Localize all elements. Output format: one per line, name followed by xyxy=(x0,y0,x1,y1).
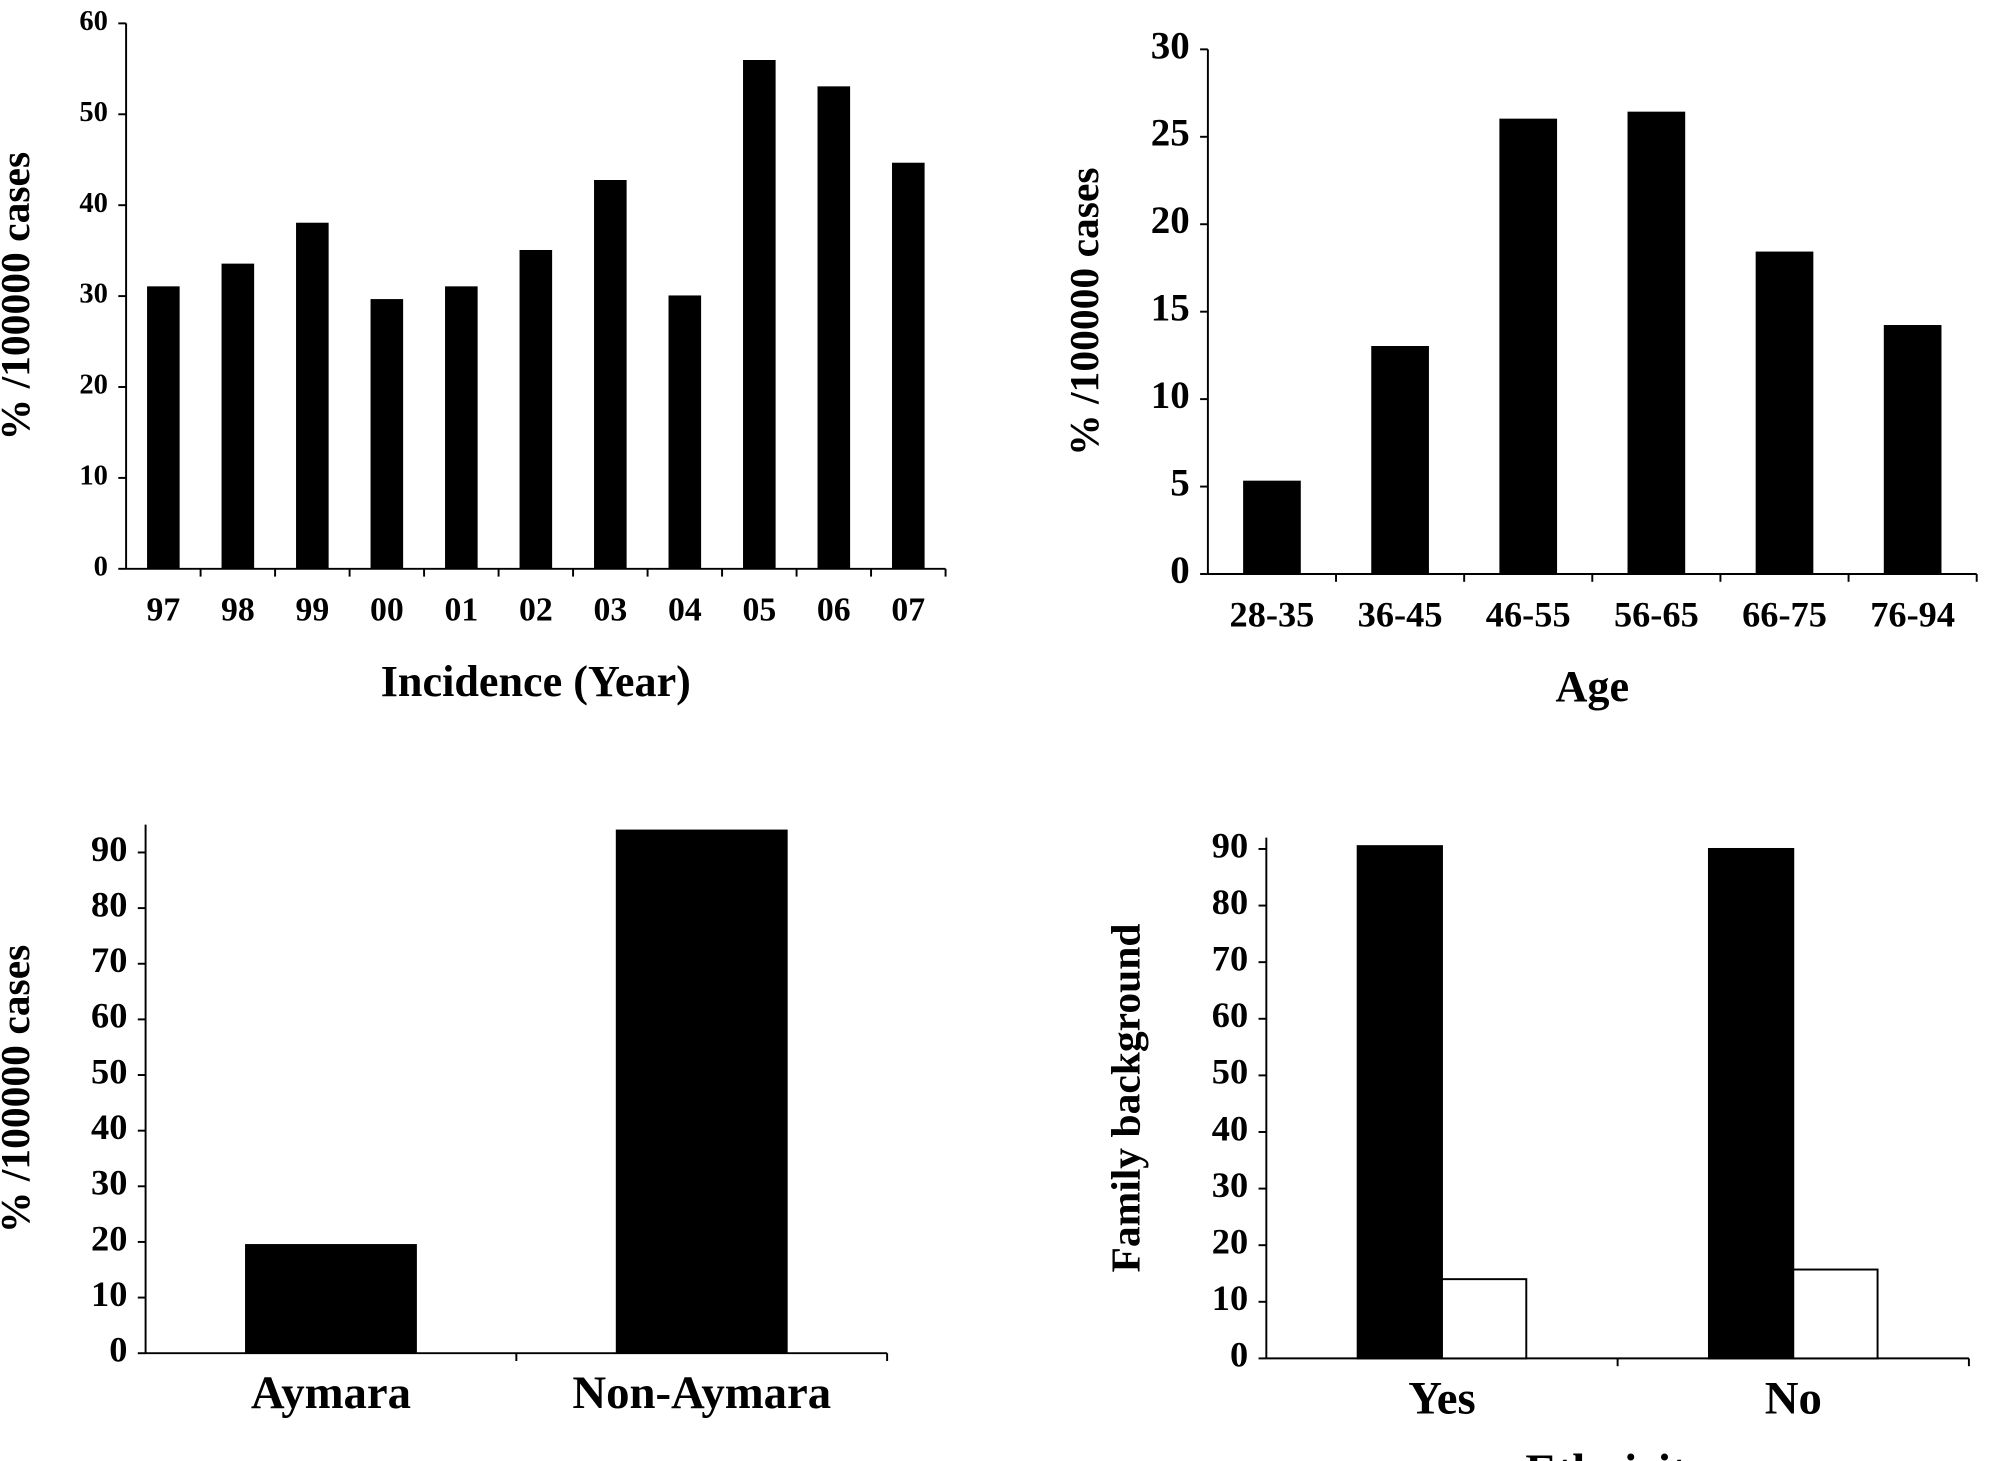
y-tick-label: 90 xyxy=(1212,825,1248,865)
x-tick-label: 00 xyxy=(370,592,404,629)
x-tick-label: 03 xyxy=(593,592,627,629)
x-tick-label: 36-45 xyxy=(1358,595,1443,635)
bar xyxy=(594,179,627,570)
bar xyxy=(1792,1268,1879,1360)
bar xyxy=(1627,111,1686,575)
bar xyxy=(370,299,404,570)
y-axis-title: % /100000 cases xyxy=(0,152,38,441)
bar xyxy=(445,286,478,570)
bar xyxy=(817,86,851,570)
y-tick-label: 10 xyxy=(1151,374,1190,417)
bar xyxy=(296,222,329,570)
y-tick-label: 30 xyxy=(1151,24,1190,67)
x-tick-label: 56-65 xyxy=(1614,595,1699,635)
x-axis-title: Ethnicity xyxy=(1525,1445,1709,1461)
y-tick-label: 80 xyxy=(91,884,127,924)
y-tick-label: 20 xyxy=(91,1218,127,1258)
y-axis-title: % /100000 cases xyxy=(0,945,38,1234)
bar xyxy=(668,295,702,570)
bar xyxy=(245,1244,417,1354)
y-tick-label: 30 xyxy=(91,1163,127,1203)
x-tick-label: 07 xyxy=(891,592,925,629)
x-tick-label: 97 xyxy=(146,592,180,629)
x-tick-label: 02 xyxy=(519,592,553,629)
x-tick-label: Aymara xyxy=(251,1367,411,1419)
y-tick-label: 15 xyxy=(1151,287,1190,330)
x-tick-label: Yes xyxy=(1408,1372,1476,1424)
bar xyxy=(892,162,925,570)
bar xyxy=(147,286,180,570)
y-tick-label: 60 xyxy=(91,996,127,1036)
y-tick-label: 10 xyxy=(79,460,108,491)
x-tick-label: 06 xyxy=(817,592,851,629)
bar xyxy=(1371,346,1429,575)
y-tick-label: 50 xyxy=(79,97,108,128)
y-tick-label: 0 xyxy=(1230,1335,1248,1375)
x-axis-title: Age xyxy=(1556,662,1630,711)
bar xyxy=(743,59,776,570)
y-tick-label: 0 xyxy=(109,1330,127,1370)
bar xyxy=(615,829,788,1354)
y-tick-label: 70 xyxy=(1212,939,1248,979)
y-tick-label: 25 xyxy=(1151,112,1190,155)
y-axis-title: Family background xyxy=(1103,924,1149,1273)
bar xyxy=(1243,480,1301,575)
y-tick-label: 30 xyxy=(79,279,108,310)
y-tick-label: 40 xyxy=(91,1107,127,1147)
x-tick-label: 98 xyxy=(221,592,255,629)
x-tick-label: No xyxy=(1765,1372,1822,1424)
y-tick-label: 10 xyxy=(1212,1278,1248,1318)
x-tick-label: 99 xyxy=(295,592,329,629)
y-tick-label: 50 xyxy=(91,1051,127,1091)
y-tick-label: 5 xyxy=(1170,462,1189,505)
y-tick-label: 40 xyxy=(1212,1108,1248,1148)
bar xyxy=(519,249,553,570)
y-tick-label: 0 xyxy=(94,551,108,582)
bar xyxy=(1441,1278,1528,1360)
x-tick-label: 04 xyxy=(668,592,702,629)
y-tick-label: 0 xyxy=(1170,549,1189,592)
bar xyxy=(1707,847,1795,1360)
y-tick-label: 60 xyxy=(1212,995,1248,1035)
y-tick-label: 50 xyxy=(1212,1052,1248,1092)
bar xyxy=(1883,325,1942,575)
y-tick-label: 80 xyxy=(1212,882,1248,922)
x-axis-title: Incidence (Year) xyxy=(381,657,691,706)
y-tick-label: 20 xyxy=(79,370,108,401)
y-tick-label: 60 xyxy=(79,6,108,37)
y-tick-label: 40 xyxy=(79,188,108,219)
x-tick-label: 66-75 xyxy=(1742,595,1827,635)
x-tick-label: 28-35 xyxy=(1230,595,1315,635)
bar xyxy=(1356,845,1443,1360)
x-tick-label: 05 xyxy=(742,592,776,629)
y-tick-label: 20 xyxy=(1212,1222,1248,1262)
bar xyxy=(1755,251,1814,575)
x-tick-label: Non-Aymara xyxy=(572,1367,831,1419)
x-tick-label: 76-94 xyxy=(1870,595,1955,635)
y-tick-label: 90 xyxy=(91,829,127,869)
bar xyxy=(221,263,255,570)
x-tick-label: 46-55 xyxy=(1486,595,1571,635)
y-tick-label: 20 xyxy=(1151,199,1190,242)
y-tick-label: 10 xyxy=(91,1274,127,1314)
y-tick-label: 30 xyxy=(1212,1165,1248,1205)
bar xyxy=(1499,118,1558,575)
y-tick-label: 70 xyxy=(91,940,127,980)
y-axis-title: % /100000 cases xyxy=(1061,167,1107,456)
x-tick-label: 01 xyxy=(444,592,478,629)
